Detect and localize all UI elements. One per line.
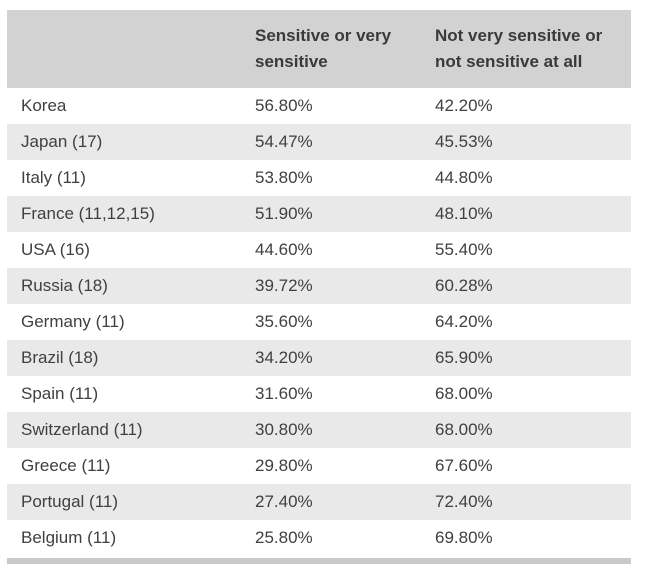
not-sensitive-value-cell: 68.00% [435, 384, 493, 403]
country-cell: Greece (11) [21, 456, 111, 475]
table-bottom-bar [7, 558, 631, 564]
table-row: France (11,12,15) 51.90% 48.10% [7, 196, 631, 232]
sensitive-value-cell: 51.90% [255, 204, 313, 223]
sensitive-value-cell: 34.20% [255, 348, 313, 367]
table-row: USA (16) 44.60% 55.40% [7, 232, 631, 268]
sensitive-value-cell: 30.80% [255, 420, 313, 439]
country-cell: Korea [21, 96, 67, 115]
table-row: Japan (17) 54.47% 45.53% [7, 124, 631, 160]
sensitive-value-cell: 35.60% [255, 312, 313, 331]
not-sensitive-value-cell: 69.80% [435, 528, 493, 547]
table-row: Portugal (11) 27.40% 72.40% [7, 484, 631, 520]
country-cell: Russia (18) [21, 276, 108, 295]
table-row: Greece (11) 29.80% 67.60% [7, 448, 631, 484]
country-cell: Spain (11) [21, 384, 99, 403]
sensitive-value-cell: 54.47% [255, 132, 313, 151]
not-sensitive-value-cell: 45.53% [435, 132, 493, 151]
country-cell: USA (16) [21, 240, 90, 259]
sensitivity-table: Sensitive or very sensitive Not very sen… [7, 10, 631, 564]
not-sensitive-value-cell: 55.40% [435, 240, 493, 259]
sensitive-value-cell: 25.80% [255, 528, 313, 547]
table-row: Brazil (18) 34.20% 65.90% [7, 340, 631, 376]
table-body: Korea 56.80% 42.20% Japan (17) 54.47% 45… [7, 88, 631, 556]
not-sensitive-value-cell: 67.60% [435, 456, 493, 475]
country-cell: Italy (11) [21, 168, 86, 187]
table-row: Italy (11) 53.80% 44.80% [7, 160, 631, 196]
country-cell: Portugal (11) [21, 492, 119, 511]
table-row: Germany (11) 35.60% 64.20% [7, 304, 631, 340]
table-row: Russia (18) 39.72% 60.28% [7, 268, 631, 304]
table-header-row: Sensitive or very sensitive Not very sen… [7, 10, 631, 88]
sensitive-value-cell: 29.80% [255, 456, 313, 475]
header-cell-sensitive: Sensitive or very sensitive [255, 26, 392, 71]
not-sensitive-value-cell: 48.10% [435, 204, 493, 223]
sensitive-value-cell: 56.80% [255, 96, 313, 115]
country-cell: Germany (11) [21, 312, 125, 331]
table-row: Belgium (11) 25.80% 69.80% [7, 520, 631, 556]
country-cell: Switzerland (11) [21, 420, 143, 439]
not-sensitive-value-cell: 60.28% [435, 276, 493, 295]
country-cell: France (11,12,15) [21, 204, 155, 223]
country-cell: Japan (17) [21, 132, 103, 151]
country-cell: Belgium (11) [21, 528, 117, 547]
sensitive-value-cell: 27.40% [255, 492, 313, 511]
not-sensitive-value-cell: 42.20% [435, 96, 493, 115]
sensitive-value-cell: 53.80% [255, 168, 313, 187]
not-sensitive-value-cell: 65.90% [435, 348, 493, 367]
header-cell-country [7, 23, 249, 78]
not-sensitive-value-cell: 44.80% [435, 168, 493, 187]
sensitive-value-cell: 44.60% [255, 240, 313, 259]
not-sensitive-value-cell: 68.00% [435, 420, 493, 439]
header-cell-not-sensitive: Not very sensitive or not sensitive at a… [435, 26, 603, 71]
sensitive-value-cell: 31.60% [255, 384, 313, 403]
not-sensitive-value-cell: 72.40% [435, 492, 493, 511]
not-sensitive-value-cell: 64.20% [435, 312, 493, 331]
country-cell: Brazil (18) [21, 348, 99, 367]
table-row: Spain (11) 31.60% 68.00% [7, 376, 631, 412]
table-row: Korea 56.80% 42.20% [7, 88, 631, 124]
table-row: Switzerland (11) 30.80% 68.00% [7, 412, 631, 448]
sensitive-value-cell: 39.72% [255, 276, 313, 295]
